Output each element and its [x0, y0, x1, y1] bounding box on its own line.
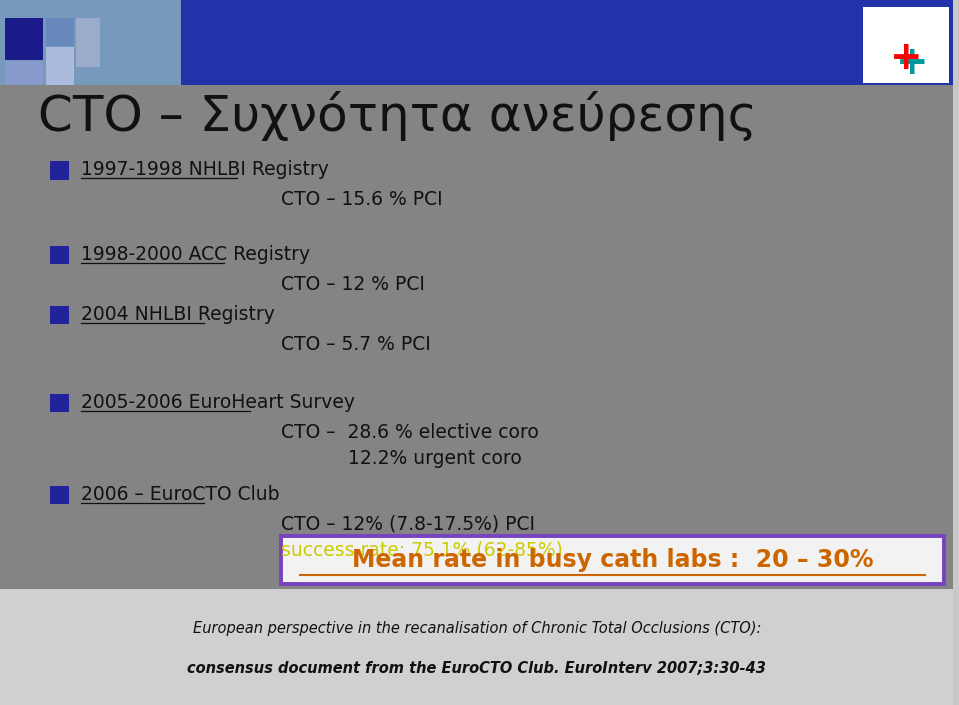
- Text: 2005-2006 EuroHeart Survey: 2005-2006 EuroHeart Survey: [82, 393, 355, 412]
- Text: CTO – 15.6 % PCI: CTO – 15.6 % PCI: [281, 190, 443, 209]
- FancyBboxPatch shape: [281, 536, 944, 584]
- Text: CTO – 5.7 % PCI: CTO – 5.7 % PCI: [281, 335, 431, 353]
- Text: +: +: [890, 39, 923, 77]
- FancyBboxPatch shape: [0, 589, 953, 705]
- Text: CTO – 12 % PCI: CTO – 12 % PCI: [281, 275, 425, 293]
- FancyBboxPatch shape: [5, 18, 43, 60]
- FancyBboxPatch shape: [5, 61, 43, 85]
- FancyBboxPatch shape: [0, 0, 181, 85]
- FancyBboxPatch shape: [0, 85, 953, 589]
- FancyBboxPatch shape: [0, 0, 953, 85]
- FancyBboxPatch shape: [50, 161, 69, 180]
- Text: CTO – Συχνότητα ανεύρεσης: CTO – Συχνότητα ανεύρεσης: [38, 92, 758, 141]
- Text: consensus document from the EuroCTO Club. EuroInterv 2007;3:30-43: consensus document from the EuroCTO Club…: [187, 661, 766, 676]
- FancyBboxPatch shape: [46, 47, 75, 85]
- Text: CTO – 12% (7.8-17.5%) PCI: CTO – 12% (7.8-17.5%) PCI: [281, 515, 535, 533]
- Text: Mean rate in busy cath labs :  20 – 30%: Mean rate in busy cath labs : 20 – 30%: [352, 548, 874, 572]
- Text: +: +: [896, 44, 929, 82]
- Text: CTO –  28.6 % elective coro: CTO – 28.6 % elective coro: [281, 423, 539, 441]
- Text: 1997-1998 NHLBI Registry: 1997-1998 NHLBI Registry: [82, 161, 329, 179]
- FancyBboxPatch shape: [863, 7, 948, 83]
- Text: 12.2% urgent coro: 12.2% urgent coro: [348, 449, 522, 467]
- FancyBboxPatch shape: [50, 394, 69, 412]
- FancyBboxPatch shape: [77, 18, 100, 67]
- Text: 2004 NHLBI Registry: 2004 NHLBI Registry: [82, 305, 275, 324]
- Text: 1998-2000 ACC Registry: 1998-2000 ACC Registry: [82, 245, 310, 264]
- Text: success rate: 75.1% (62-85%): success rate: 75.1% (62-85%): [281, 541, 563, 559]
- Text: 2006 – EuroCTO Club: 2006 – EuroCTO Club: [82, 485, 279, 503]
- FancyBboxPatch shape: [46, 18, 75, 46]
- FancyBboxPatch shape: [50, 486, 69, 504]
- FancyBboxPatch shape: [50, 246, 69, 264]
- Text: European perspective in the recanalisation of Chronic Total Occlusions (CTO):: European perspective in the recanalisati…: [193, 621, 760, 637]
- FancyBboxPatch shape: [50, 306, 69, 324]
- FancyBboxPatch shape: [181, 0, 953, 85]
